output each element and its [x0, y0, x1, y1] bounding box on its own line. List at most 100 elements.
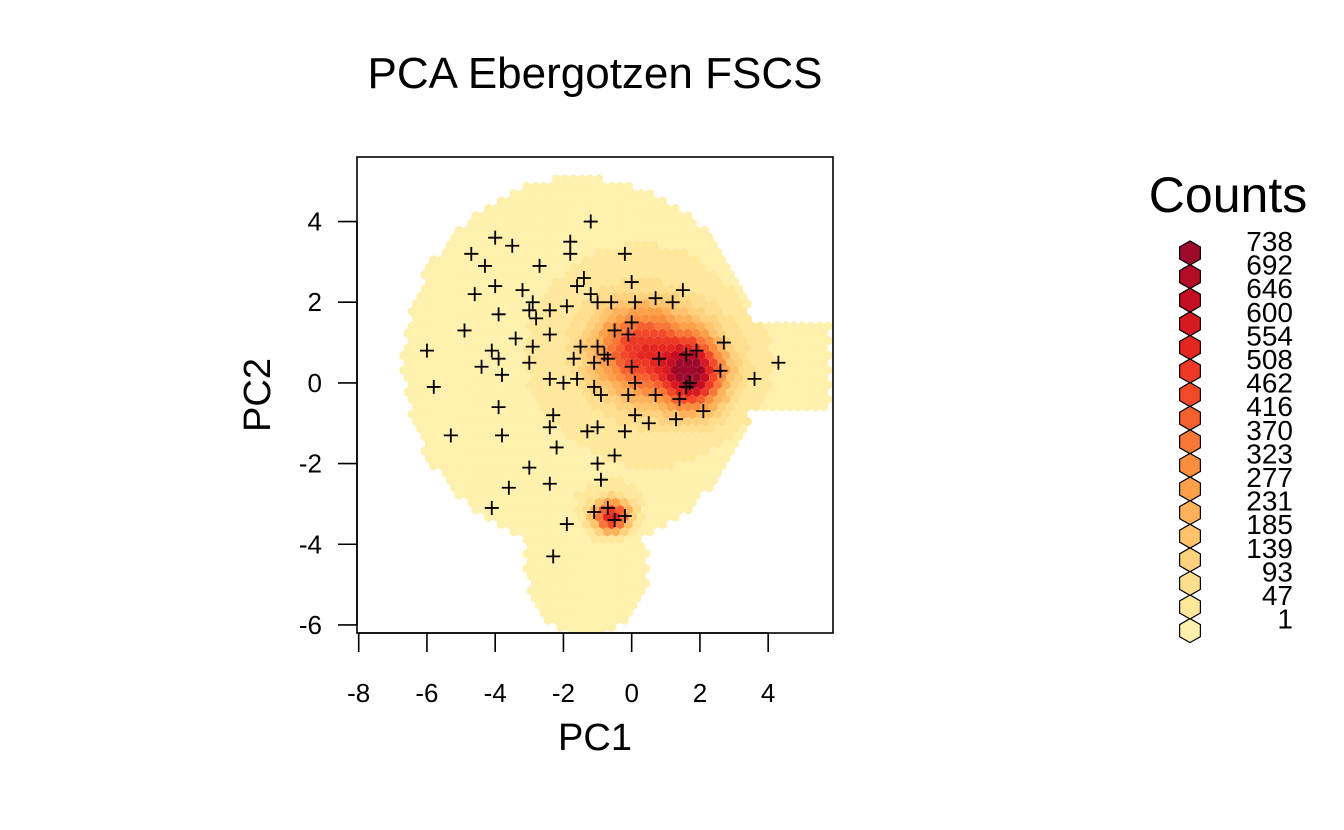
hex-bin [683, 475, 693, 486]
hex-bin [632, 475, 642, 486]
hex-bin [654, 335, 663, 346]
hex-bin [420, 372, 430, 383]
hex-bin [594, 541, 604, 552]
hex-bin [577, 409, 587, 420]
hex-bin [641, 255, 650, 265]
hex-bin [671, 232, 680, 243]
hex-bin [794, 357, 803, 368]
hex-bin [637, 335, 646, 346]
hex-bin [666, 431, 676, 442]
hex-bin [709, 269, 718, 280]
hex-bin [709, 460, 718, 471]
hex-bin [564, 475, 574, 486]
hex-bin [509, 526, 519, 537]
hex-bin [662, 438, 672, 449]
hex-bin [624, 563, 633, 574]
hex-bin [403, 372, 413, 383]
hex-bin [518, 526, 527, 537]
hex-bin [645, 277, 655, 287]
hex-bin [577, 321, 587, 331]
hex-bin [696, 321, 705, 331]
hex-bin [467, 350, 476, 361]
hex-bin [573, 416, 582, 427]
hex-bin [586, 350, 595, 361]
hex-bin [475, 394, 485, 405]
hex-bin [738, 394, 748, 405]
hex-bin [628, 571, 638, 581]
hex-bin [463, 402, 472, 412]
hex-bin [590, 372, 599, 383]
hex-bin [603, 203, 612, 214]
legend-label: 231 [1246, 486, 1293, 517]
hex-bin [666, 475, 676, 486]
hex-bin [654, 365, 663, 376]
hex-bin [696, 453, 705, 464]
hex-bin [543, 497, 553, 508]
hex-bin [789, 365, 799, 376]
hex-bin [441, 438, 451, 449]
hex-bin [560, 556, 570, 567]
hex-bin [768, 372, 778, 383]
hex-bin [666, 240, 676, 251]
hex-bin [654, 203, 663, 214]
hex-bin [692, 328, 701, 339]
hex-bin [607, 284, 616, 295]
hex-bin [815, 379, 824, 390]
hex-bin [815, 365, 824, 376]
hex-bin [649, 357, 659, 368]
hex-bin [552, 262, 561, 273]
hex-bin [692, 387, 701, 398]
data-point [522, 460, 537, 475]
hex-bin [505, 446, 515, 456]
x-axis-label: PC1 [558, 717, 632, 759]
hex-bin [564, 387, 574, 398]
hex-bin [777, 343, 786, 353]
hex-bin [501, 232, 510, 243]
hex-bin [446, 299, 455, 309]
hex-bin [552, 497, 561, 508]
hex-bin [624, 357, 633, 368]
hex-bin [505, 313, 515, 324]
hex-bin [590, 313, 599, 324]
hex-bin [649, 431, 659, 442]
hex-bin [509, 306, 519, 317]
hex-bin [823, 335, 833, 346]
hex-bin [696, 247, 705, 258]
hex-bin [480, 313, 489, 324]
hex-bin [484, 291, 493, 302]
hex-bin [624, 475, 633, 486]
hex-bin [424, 453, 434, 464]
hex-bin [501, 497, 510, 508]
hex-bin [611, 482, 621, 493]
hex-bin [696, 350, 705, 361]
x-tick-label: -8 [347, 678, 370, 708]
hex-bin [751, 387, 761, 398]
hex-bin [624, 196, 633, 206]
hex-bin [781, 350, 790, 361]
hex-bin [603, 468, 612, 478]
hex-bin [611, 247, 621, 258]
hex-bin [556, 446, 565, 456]
hex-bin [463, 225, 472, 236]
hex-bin [641, 284, 650, 295]
hex-bin [471, 240, 481, 251]
hex-bin [637, 394, 646, 405]
hex-bin [586, 526, 595, 537]
legend-swatch [1179, 287, 1201, 313]
hex-bin [704, 247, 714, 258]
hex-bin [446, 357, 455, 368]
hex-bin [518, 424, 527, 434]
hex-bin [671, 203, 680, 214]
hex-bin [450, 291, 459, 302]
data-point [484, 343, 499, 358]
hex-bin [454, 446, 464, 456]
hex-bin [666, 372, 676, 383]
hex-bin [450, 468, 459, 478]
hex-bin [518, 277, 527, 287]
hex-bin [505, 490, 515, 500]
hex-bin [683, 490, 693, 500]
hex-bin [556, 284, 565, 295]
hex-bin [704, 365, 714, 376]
hex-bin [590, 490, 599, 500]
hex-bin [679, 321, 688, 331]
